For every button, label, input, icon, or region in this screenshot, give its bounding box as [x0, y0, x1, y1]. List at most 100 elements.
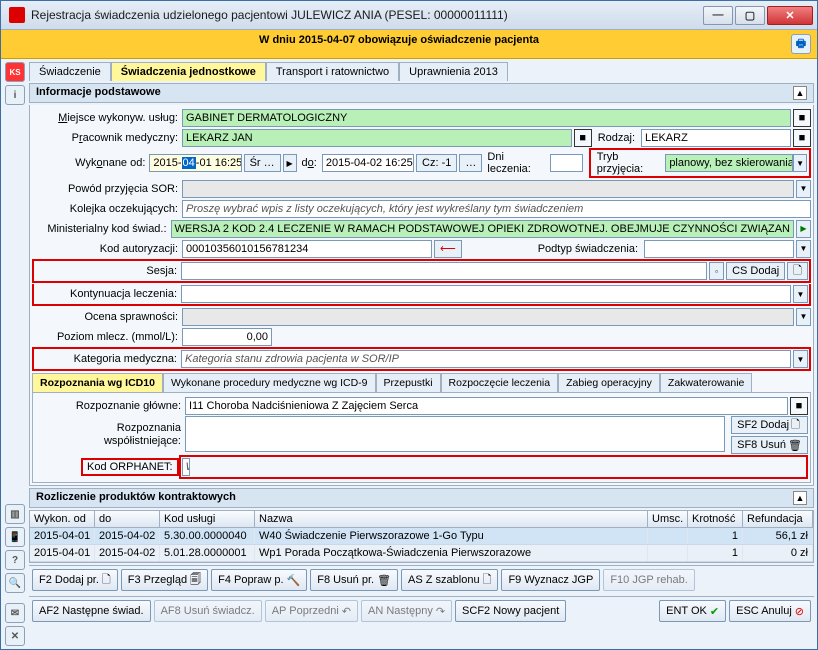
lbl-kategoria: Kategoria medyczna: [35, 353, 181, 365]
window-title: Rejestracja świadczenia udzielonego pacj… [31, 8, 703, 22]
collapse-icon-2[interactable]: ▲ [793, 491, 807, 505]
maximize-button[interactable]: ▢ [735, 6, 765, 25]
btn-f2-dodaj[interactable]: F2 Dodaj pr. 🗋 [32, 569, 118, 591]
table-row[interactable]: 2015-04-012015-04-025.30.00.0000040W40 Ś… [30, 528, 813, 545]
fld-kod-aut[interactable]: 00010356010156781234 [182, 240, 432, 258]
btn-f3-przeglad[interactable]: F3 Przegląd 🗐 [121, 569, 208, 591]
fld-dni[interactable] [550, 154, 583, 172]
btn-rozp-gl[interactable]: ■ [790, 397, 808, 415]
tab-przepustki[interactable]: Przepustki [376, 373, 441, 392]
fld-kontynuacja[interactable] [181, 285, 791, 303]
tab-rozp-lecz[interactable]: Rozpoczęcie leczenia [441, 373, 559, 392]
fld-tryb[interactable]: planowy, bez skierowania [665, 154, 793, 172]
arrow-right-icon[interactable]: ▶ [796, 220, 811, 238]
btn-f10-jgp-rehab[interactable]: F10 JGP rehab. [603, 569, 694, 591]
fld-rozp-wspol[interactable] [185, 416, 725, 452]
btn-dots[interactable]: … [459, 154, 482, 172]
gh-nazwa[interactable]: Nazwa [255, 511, 648, 527]
doc-icon[interactable]: 🗋 [787, 262, 808, 280]
fld-podtyp[interactable] [644, 240, 794, 258]
scan-icon[interactable]: ⟵ [434, 240, 462, 258]
play-icon[interactable]: ▶ [283, 154, 297, 172]
dd-ocena[interactable]: ▼ [796, 308, 811, 326]
cancel-icon[interactable]: ✕ [5, 626, 25, 646]
btn-f4-popraw[interactable]: F4 Popraw p. 🔨 [211, 569, 307, 591]
gh-krotnosc[interactable]: Krotność [688, 511, 743, 527]
btn-sesja-sq[interactable]: ▫ [709, 262, 724, 280]
btn-miejsce[interactable]: ■ [793, 109, 811, 127]
tab-transport[interactable]: Transport i ratownictwo [266, 62, 399, 81]
table-row[interactable]: 2015-04-012015-04-025.01.28.0000001Wp1 P… [30, 545, 813, 562]
btn-rodzaj[interactable]: ■ [793, 129, 811, 147]
btn-af2-nastepne[interactable]: AF2 Następne świad. [32, 600, 151, 622]
lbl-wykonane-od: Wykonane od: [32, 157, 149, 169]
btn-scf2-nowy[interactable]: SCF2 Nowy pacjent [455, 600, 566, 622]
dd-kategoria[interactable]: ▼ [793, 350, 808, 368]
section-info-podst: Informacje podstawowe ▲ [29, 83, 814, 103]
btn-as-szablon[interactable]: AS Z szablonu 🗋 [401, 569, 498, 591]
footer-2: AF2 Następne świad. AF8 Usuń świadcz. AP… [29, 596, 814, 625]
lbl-rozp-wspol: Rozpoznaniawspółistniejące: [35, 422, 185, 448]
tab-swiadczenie[interactable]: Świadczenie [29, 62, 111, 81]
products-grid: Wykon. od do Kod usługi Nazwa Umsc. Krot… [29, 510, 814, 563]
dd-podtyp[interactable]: ▼ [796, 240, 811, 258]
gh-do[interactable]: do [95, 511, 160, 527]
fld-pracownik[interactable]: LEKARZ JAN [182, 129, 572, 147]
gh-umsc[interactable]: Umsc. [648, 511, 688, 527]
fld-rozp-glowne[interactable]: I11 Choroba Nadciśnieniowa Z Zajęciem Se… [185, 397, 788, 415]
gh-kod[interactable]: Kod usługi [160, 511, 255, 527]
fld-date-from[interactable]: 2015-04-01 16:25 [149, 154, 241, 172]
fld-orphanet[interactable]: Według ORPHANET [182, 458, 190, 476]
mail-icon[interactable]: ✉ [5, 603, 25, 623]
tab-jednostkowe[interactable]: Świadczenia jednostkowe [111, 62, 266, 81]
btn-pracownik[interactable]: ■ [574, 129, 592, 147]
lbl-podtyp: Podtyp świadczenia: [464, 243, 642, 255]
dd-powod[interactable]: ▼ [796, 180, 811, 198]
fld-poziom[interactable]: 0,00 [182, 328, 272, 346]
search-icon[interactable]: 🔍 [5, 573, 25, 593]
help-icon[interactable]: ? [5, 550, 25, 570]
tab-zakwat[interactable]: Zakwaterowanie [660, 373, 752, 392]
info-icon[interactable]: i [5, 85, 25, 105]
tab-icd10[interactable]: Rozpoznania wg ICD10 [32, 373, 163, 392]
lbl-tryb: Tryb przyjęcia: [593, 151, 666, 175]
btn-an-nastepny[interactable]: AN Następny ↷ [361, 600, 452, 622]
fld-ministerialny[interactable]: WERSJA 2 KOD 2.4 LECZENIE W RAMACH PODST… [171, 220, 794, 238]
ks-icon[interactable]: KS [5, 62, 25, 82]
lbl-kod-aut: Kod autoryzacji: [32, 243, 182, 255]
btn-sf2-dodaj[interactable]: SF2 Dodaj 🗋 [731, 416, 808, 434]
btn-sr[interactable]: Śr … [244, 154, 281, 172]
print-icon[interactable]: 🖶 [791, 34, 811, 54]
banner-text: W dniu 2015-04-07 obowiązuje oświadczeni… [7, 34, 791, 54]
lbl-pracownik: Pracownik medyczny: [32, 132, 182, 144]
fld-miejsce[interactable]: GABINET DERMATOLOGICZNY [182, 109, 791, 127]
btn-ent-ok[interactable]: ENT OK ✔ [659, 600, 726, 622]
minimize-button[interactable]: — [703, 6, 733, 25]
fld-kategoria[interactable]: Kategoria stanu zdrowia pacjenta w SOR/I… [181, 350, 791, 368]
btn-esc-anuluj[interactable]: ESC Anuluj ⊘ [729, 600, 811, 622]
btn-cs-dodaj[interactable]: CS Dodaj [726, 262, 785, 280]
btn-ap-poprzedni[interactable]: AP Poprzedni ↶ [265, 600, 358, 622]
fld-rodzaj[interactable]: LEKARZ [641, 129, 791, 147]
btn-f9-jgp[interactable]: F9 Wyznacz JGP [501, 569, 600, 591]
tab-icd9[interactable]: Wykonane procedury medyczne wg ICD-9 [163, 373, 376, 392]
main-tabs: Świadczenie Świadczenia jednostkowe Tran… [29, 62, 814, 81]
close-button[interactable]: ✕ [767, 6, 813, 25]
btn-sf8-usun[interactable]: SF8 Usuń 🗑 [731, 436, 808, 454]
tool-icon-2[interactable]: 📱 [5, 527, 25, 547]
lbl-rozp-glowne: Rozpoznanie główne: [35, 400, 185, 412]
tab-zabieg[interactable]: Zabieg operacyjny [558, 373, 660, 392]
dd-tryb[interactable]: ▼ [793, 154, 807, 172]
fld-sesja[interactable] [181, 262, 707, 280]
btn-af8-usun[interactable]: AF8 Usuń świadcz. [154, 600, 262, 622]
btn-f8-usun[interactable]: F8 Usuń pr. 🗑 [310, 569, 398, 591]
tool-icon-1[interactable]: ▥ [5, 504, 25, 524]
gh-refund[interactable]: Refundacja [743, 511, 813, 527]
fld-date-to[interactable]: 2015-04-02 16:25 [322, 154, 414, 172]
collapse-icon[interactable]: ▲ [793, 86, 807, 100]
fld-kolejka[interactable]: Proszę wybrać wpis z listy oczekujących,… [182, 200, 811, 218]
tab-uprawnienia[interactable]: Uprawnienia 2013 [399, 62, 508, 81]
gh-wykon-od[interactable]: Wykon. od [30, 511, 95, 527]
btn-cz[interactable]: Cz: -1 [416, 154, 457, 172]
dd-kont[interactable]: ▼ [793, 285, 808, 303]
